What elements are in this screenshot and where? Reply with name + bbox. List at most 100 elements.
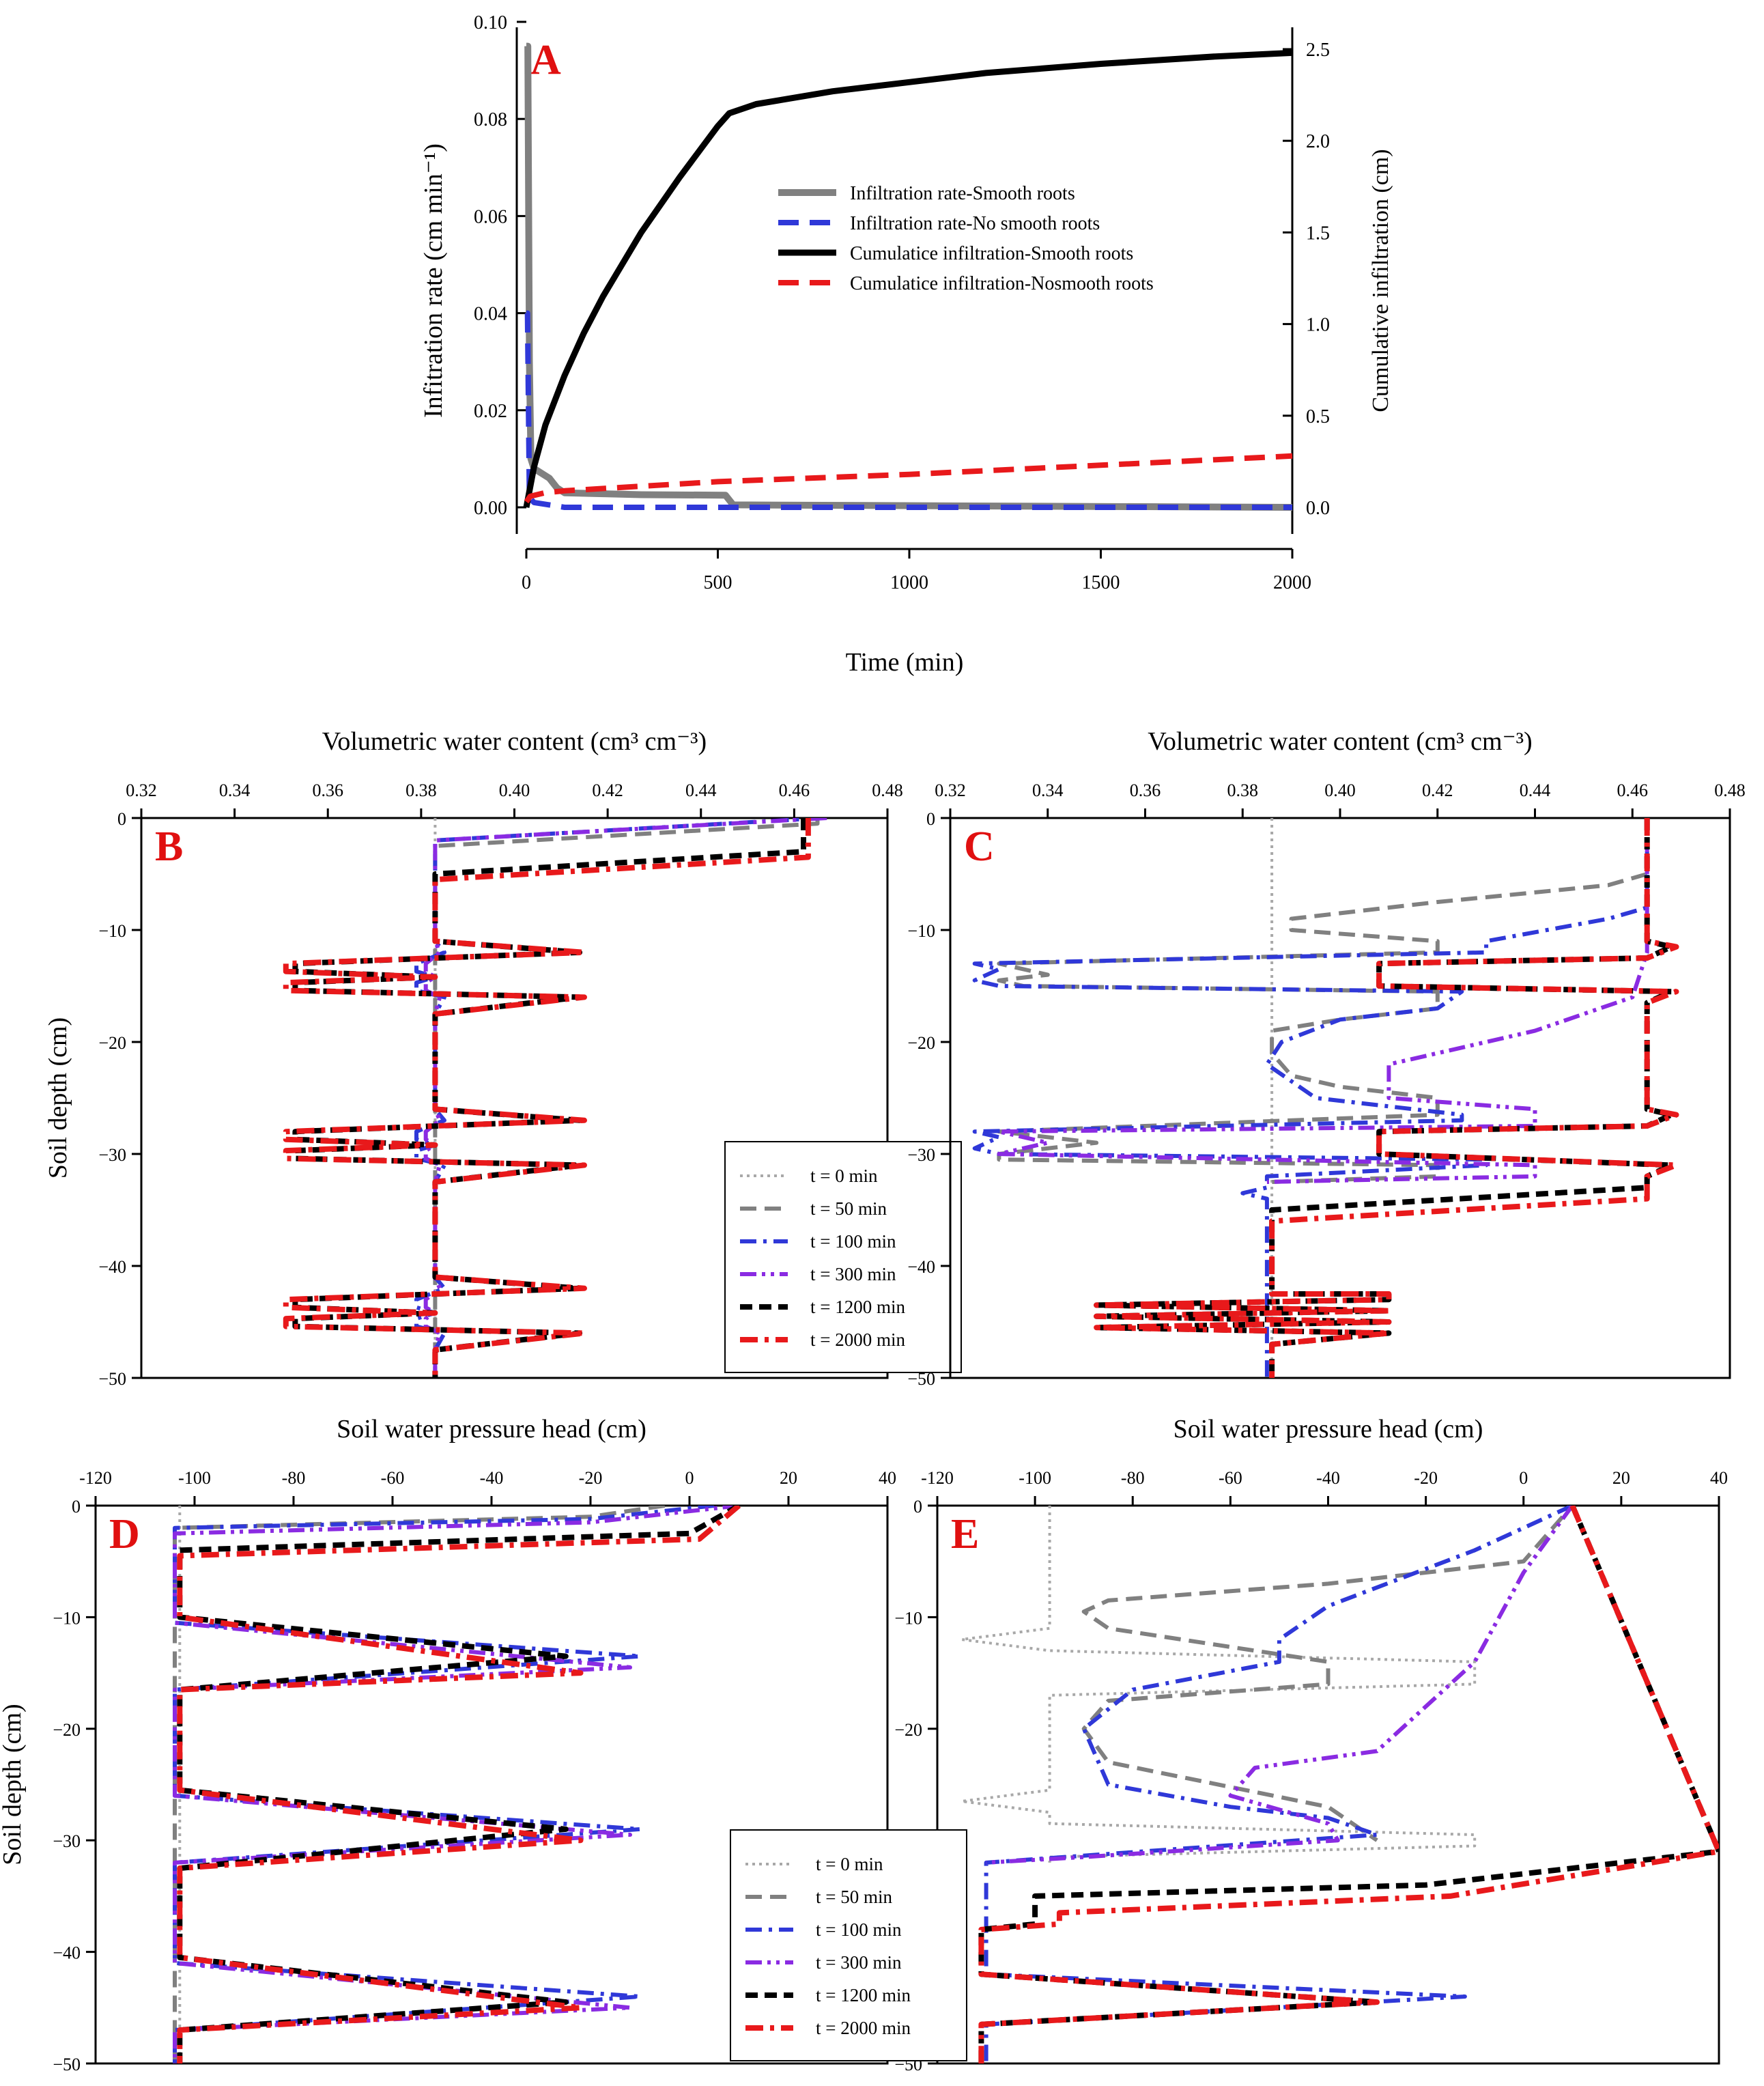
series-line-1 [997,872,1648,1188]
x-tick-label: -20 [579,1468,603,1488]
x-tick-label: 0.48 [1714,780,1746,800]
x-tick-label: 0.44 [685,780,717,800]
series-line-2 [523,49,1293,508]
y-axis-title: Soil depth (cm) [0,1704,27,1865]
y-tick-label: 0 [117,809,126,829]
x-tick-label: -40 [1316,1468,1340,1488]
x-tick-label: 0.44 [1520,780,1551,800]
series-line-1 [1081,1515,1565,1842]
y-tick-label: −40 [98,1257,126,1277]
x-tick-label: 0.40 [499,780,530,800]
series-line-5 [283,818,811,1378]
panel-letter: A [530,37,561,83]
y2-tick-label: 0.0 [1306,498,1330,519]
series-group [972,818,1679,1378]
x-tick-label: 0 [522,572,531,593]
legend-label: Cumulatice infiltration-Smooth roots [850,243,1133,264]
x-tick-label: 0 [685,1468,694,1488]
y2-tick-label: 1.5 [1306,223,1330,244]
x-tick-label: 0.36 [313,780,344,800]
legend-label: t = 50 min [810,1198,887,1219]
x-tick-label: 40 [879,1468,896,1488]
series-line-5 [177,1506,741,2063]
y-tick-label: −20 [894,1720,922,1740]
y-tick-label: −40 [907,1257,935,1277]
x-tick-label: 1500 [1082,572,1120,593]
x-tick-label: 0.32 [935,780,966,800]
x-tick-label: 0.34 [219,780,251,800]
y-tick-label: −50 [907,1369,935,1389]
panel-d-chart: -120 -100 -80 -60 -40 -20 0 20 40 0 −10 −20 −30 −40 −5… [0,1415,896,2074]
legend-label: t = 2000 min [816,2018,911,2038]
y-tick-label: 0 [913,1497,922,1517]
series-line-2 [972,818,1649,1378]
x-tick-label: 20 [780,1468,797,1488]
y-tick-label: −50 [53,2055,81,2074]
y-tick-label: −20 [907,1033,935,1053]
x-tick-label: 0.32 [126,780,157,800]
legend-label: t = 1200 min [810,1297,905,1317]
series-line-1 [173,1506,666,2063]
legend-box [724,1141,962,1373]
x-tick-label: 0.36 [1130,780,1161,800]
legend-label: t = 300 min [810,1264,896,1284]
y-tick-label: −20 [53,1720,81,1740]
legend-label: t = 0 min [816,1854,883,1874]
y-tick-label: 0.10 [474,12,507,33]
legend-label: t = 50 min [816,1887,892,1907]
y-tick-label: 0.08 [474,109,507,130]
series-line-1 [433,818,820,1378]
x-tick-label: -100 [1019,1468,1051,1488]
legend-label: t = 300 min [816,1952,902,1973]
x-tick-label: 40 [1710,1468,1728,1488]
y-tick-label: −10 [894,1608,922,1628]
y-tick-label: 0 [72,1497,81,1517]
x-tick-label: 500 [704,572,732,593]
legend-label: t = 0 min [810,1166,878,1186]
x-tick-label: -60 [1219,1468,1242,1488]
legend-label: Cumulatice infiltration-Nosmooth roots [850,273,1154,294]
legend-label: t = 100 min [810,1231,896,1252]
series-group [960,1506,1719,2063]
legend-label: t = 2000 min [810,1329,905,1350]
x-tick-label: 0.48 [872,780,903,800]
series-line-2 [173,1506,715,2063]
series-line-4 [177,1506,741,2063]
x-tick-label: 0.46 [1617,780,1649,800]
x-tick-label: -80 [282,1468,306,1488]
x-axis-title: Volumetric water content (cm³ cm⁻³) [1148,727,1532,756]
x-tick-label: 1000 [890,572,928,593]
panel-letter: D [109,1511,140,1558]
x-tick-label: 0.42 [1422,780,1453,800]
x-tick-label: 0.34 [1032,780,1064,800]
series-line-2 [984,1506,1574,2063]
y-tick-label: 0.02 [474,401,507,422]
panel-letter: B [155,823,183,870]
panel-e-chart: -120-100-80-60-40-20020400−10−20−30−40−5… [730,1415,1728,2074]
y2-tick-label: 2.5 [1306,40,1330,61]
x-tick-label: -100 [178,1468,211,1488]
x-tick-label: -80 [1121,1468,1145,1488]
y2-tick-label: 0.5 [1306,406,1330,427]
y-tick-label: 0.06 [474,206,507,227]
x-tick-label: 0.40 [1324,780,1356,800]
x-tick-label: 0.46 [779,780,810,800]
x-axis-title: Soil water pressure head (cm) [337,1415,646,1443]
y-tick-label: 0.00 [474,498,507,519]
x-tick-label: -120 [921,1468,954,1488]
x-tick-label: -120 [79,1468,112,1488]
series-line-1 [524,310,1292,510]
series-line-5 [978,1506,1719,2063]
x-tick-label: -40 [480,1468,504,1488]
y-tick-label: −30 [907,1145,935,1165]
series-line-0 [960,1506,1477,1863]
y-tick-label: −40 [53,1943,81,1963]
y-axis-title: Infitration rate (cm min⁻¹) [419,143,448,418]
y-tick-label: −50 [98,1369,126,1389]
x-tick-label: 2000 [1273,572,1311,593]
series-group [283,818,827,1378]
y-tick-label: 0.04 [474,304,507,325]
y-tick-label: −10 [907,921,935,941]
y-tick-label: 0 [926,809,935,829]
